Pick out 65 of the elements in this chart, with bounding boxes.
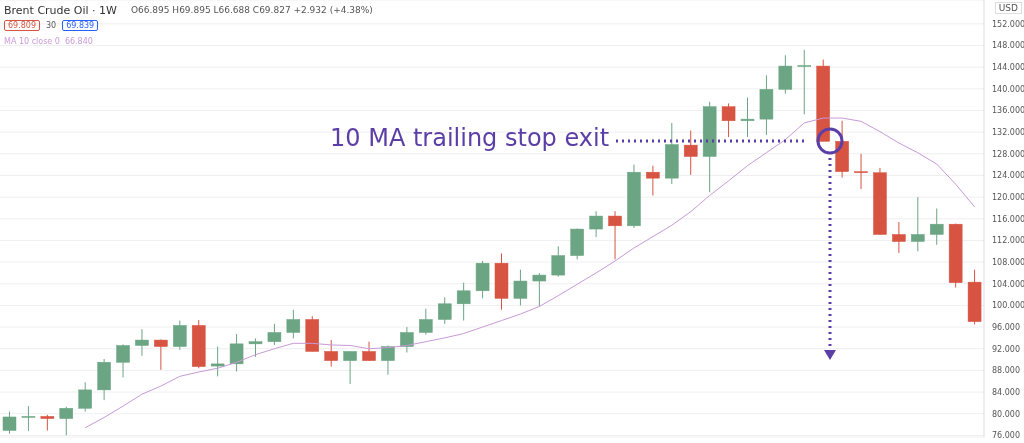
y-tick-label: 128.000 (992, 149, 1024, 159)
candlestick (551, 245, 566, 278)
annotation: 10 MA trailing stop exit (330, 124, 610, 152)
candlestick (513, 269, 528, 306)
candlestick (911, 196, 925, 252)
y-tick-label: 116.000 (992, 214, 1024, 224)
candlestick (229, 333, 244, 372)
candlestick (324, 339, 338, 368)
annotation: 69.809 (4, 20, 40, 31)
y-tick-label: 88.000 (992, 366, 1020, 376)
candlestick (286, 309, 301, 339)
candlestick (135, 328, 149, 357)
candlestick (2, 411, 17, 435)
y-tick-label: 84.000 (992, 387, 1020, 397)
candlestick (797, 49, 812, 115)
y-tick-label: 152.000 (992, 19, 1024, 29)
y-tick-label: 144.000 (992, 62, 1024, 72)
annotation: 30 (46, 21, 57, 30)
text: MA 10 close 0 (4, 37, 60, 46)
candlestick (437, 296, 452, 325)
line-series (84, 117, 976, 429)
y-tick-label: 112.000 (992, 236, 1024, 246)
candlestick (59, 406, 74, 436)
candlestick (892, 221, 906, 254)
candlestick (721, 102, 736, 138)
candlestick (78, 381, 92, 413)
y-tick-label: 120.000 (992, 192, 1024, 202)
y-axis-title: USD (994, 2, 1022, 14)
candlestick (589, 210, 603, 238)
candlestick (267, 323, 282, 346)
candlestick (116, 343, 130, 378)
candlestick (778, 54, 793, 95)
candlestick (456, 282, 471, 322)
annotation: 69.839 (62, 20, 99, 31)
annotation: 66.840 (64, 37, 93, 46)
candlestick (210, 346, 225, 377)
y-tick-label: 96.000 (992, 322, 1020, 332)
y-tick-label: 124.000 (992, 171, 1024, 181)
candlestick (532, 272, 547, 307)
candlestick (608, 210, 622, 260)
y-tick-label: 100.000 (992, 301, 1024, 311)
y-tick-label: 148.000 (992, 41, 1024, 51)
candlestick (343, 350, 357, 385)
y-tick-label: 132.000 (992, 127, 1024, 137)
candlestick (683, 130, 698, 176)
y-tick-label: 76.000 (992, 431, 1020, 441)
y-tick-label: 80.000 (992, 409, 1020, 419)
candlestick (154, 339, 168, 371)
candlestick (740, 96, 755, 138)
text: O66.895 H69.895 L66.688 C69.827 +2.932 (+4.38%) (130, 5, 373, 17)
candlestick (21, 405, 36, 432)
candlestick (646, 165, 660, 196)
candlestick (248, 337, 263, 358)
candlestick (173, 320, 187, 351)
candlestick (400, 326, 414, 354)
candlestick (929, 207, 944, 246)
chart-title: Brent Crude Oil · 1W (4, 4, 117, 17)
candlestick (854, 153, 868, 190)
y-tick-label: 92.000 (992, 344, 1020, 354)
y-tick-label: 104.000 (992, 279, 1024, 289)
candlestick (362, 341, 376, 362)
y-tick-label: 136.000 (992, 106, 1024, 116)
y-tick-label: 140.000 (992, 84, 1024, 94)
y-tick-label: 108.000 (992, 257, 1024, 267)
candlestick (419, 308, 433, 336)
